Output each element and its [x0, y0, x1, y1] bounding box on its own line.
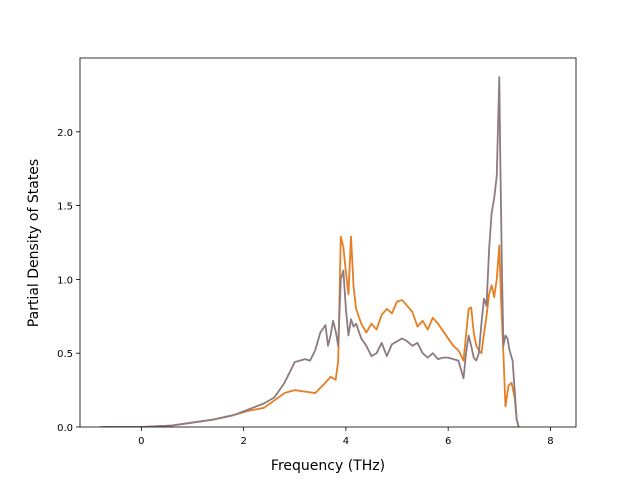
series-line-1	[100, 235, 520, 427]
y-tick-label: 0.5	[57, 349, 73, 360]
x-tick-label: 2	[240, 436, 246, 447]
y-tick-label: 1.0	[57, 275, 73, 286]
y-axis-label: Partial Density of States	[26, 159, 42, 327]
y-tick-label: 2.0	[57, 128, 73, 139]
x-tick-label: 0	[138, 436, 144, 447]
axes-layer: 0 2 4 6 8 0.0 0.5 1.0 1.5 2.0	[57, 57, 577, 447]
axes-frame	[79, 57, 577, 428]
y-tick-label: 0.0	[57, 423, 73, 434]
x-tick-label: 8	[547, 436, 553, 447]
x-axis-label: Frequency (THz)	[271, 458, 385, 474]
x-tick-label: 4	[343, 436, 349, 447]
x-tick-label: 6	[445, 436, 451, 447]
series-line-2	[100, 76, 520, 427]
series-layer	[100, 76, 520, 427]
y-tick-label: 1.5	[57, 202, 73, 213]
